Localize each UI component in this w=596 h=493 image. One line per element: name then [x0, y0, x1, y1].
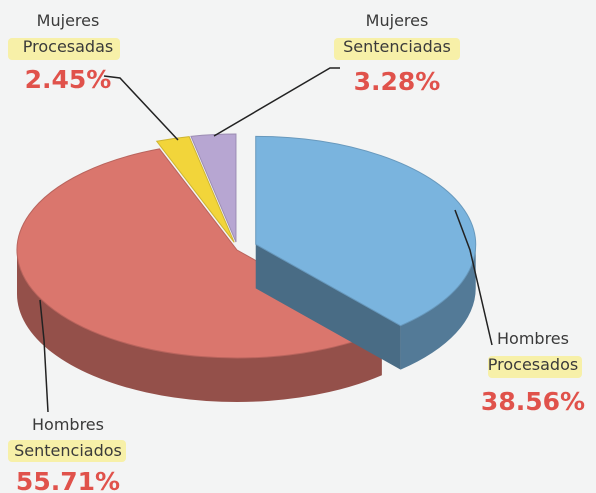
slice — [190, 133, 237, 243]
slice — [155, 136, 235, 243]
slice-label: Mujeres Sentenciadas — [343, 11, 451, 56]
slice-side — [400, 244, 476, 370]
leader-line — [454, 209, 493, 346]
slice-label: Hombres Sentenciados — [14, 415, 122, 460]
pie — [16, 133, 477, 402]
slice-top — [255, 135, 477, 327]
slice-side — [17, 250, 382, 402]
highlight — [488, 356, 582, 378]
highlight — [334, 38, 460, 60]
value-label: 38.56% — [481, 387, 585, 416]
value-label: 55.71% — [16, 467, 120, 493]
leader-line — [103, 75, 179, 141]
leader-line — [213, 67, 340, 137]
value-label: 2.45% — [25, 65, 112, 94]
slice-label: Hombres Procesados — [488, 329, 578, 374]
highlight — [8, 440, 126, 462]
leader-line — [39, 299, 49, 413]
labels: Hombres Procesados 38.56% Hombres Sentenciad… — [8, 11, 585, 493]
value-label: 3.28% — [354, 67, 441, 96]
slice-top — [190, 133, 237, 243]
slice-label: Mujeres Procesadas — [23, 11, 113, 56]
slice-face — [255, 244, 401, 370]
highlight — [8, 38, 120, 60]
slice — [255, 135, 477, 370]
slice-top — [155, 136, 235, 243]
